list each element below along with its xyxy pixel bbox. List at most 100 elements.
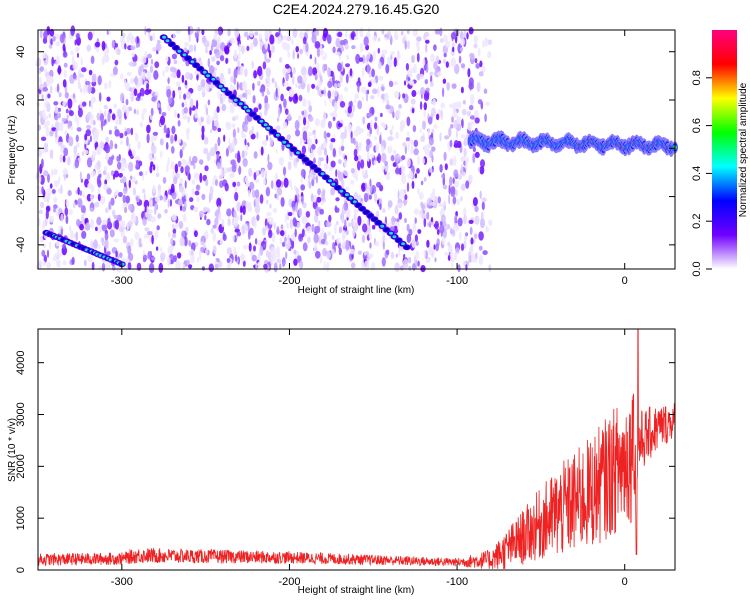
- heat-cell: [456, 116, 461, 124]
- heat-cell: [362, 116, 366, 125]
- heat-cell: [266, 87, 270, 95]
- heat-cell: [179, 178, 184, 184]
- heat-cell: [370, 119, 373, 129]
- heat-cell: [332, 148, 336, 158]
- heat-cell: [178, 184, 184, 193]
- heat-cell: [439, 38, 444, 43]
- heat-cell: [459, 231, 462, 241]
- heat-cell: [115, 250, 118, 258]
- heat-cell: [419, 128, 422, 134]
- heat-cell: [57, 107, 61, 112]
- trace-mid: [310, 164, 317, 169]
- heat-cell: [62, 79, 67, 88]
- heat-cell: [395, 253, 398, 258]
- heat-cell: [164, 209, 168, 214]
- heat-cell: [285, 71, 289, 82]
- heat-cell: [289, 218, 293, 230]
- heat-cell: [298, 31, 305, 40]
- heat-cell: [178, 220, 184, 229]
- heat-cell: [146, 133, 150, 144]
- heat-cell: [201, 29, 205, 36]
- heat-cell: [167, 77, 170, 84]
- heat-cell: [395, 167, 400, 175]
- heat-cell: [357, 77, 361, 83]
- colorbar-ticks: 0.0 0.2 0.4 0.6 0.8: [691, 70, 712, 277]
- heat-cell: [85, 129, 92, 137]
- heat-cell: [293, 258, 298, 266]
- heat-cell: [276, 117, 280, 122]
- heat-cell: [444, 163, 448, 171]
- heat-cell: [406, 223, 410, 232]
- trace-core: [282, 140, 287, 144]
- heat-cell: [266, 211, 272, 217]
- heat-cell: [257, 80, 261, 87]
- heat-cell: [211, 56, 216, 62]
- heat-cell: [456, 198, 461, 206]
- heat-cell: [406, 29, 410, 35]
- heat-cell: [392, 111, 395, 119]
- heat-cell: [359, 42, 364, 53]
- heat-cell: [131, 51, 135, 58]
- heat-cell: [46, 187, 52, 197]
- heat-cell: [380, 121, 385, 127]
- heat-cell: [125, 98, 129, 106]
- heat-cell: [102, 240, 105, 246]
- heat-cell: [337, 169, 341, 179]
- heat-cell: [313, 29, 320, 37]
- heat-cell: [293, 249, 297, 255]
- heat-cell: [392, 162, 397, 168]
- heat-cell: [167, 95, 173, 105]
- heat-cell: [148, 262, 155, 274]
- heat-cell: [297, 75, 303, 84]
- heat-cell: [475, 252, 478, 259]
- heat-cell: [205, 179, 209, 187]
- heat-cell: [146, 124, 151, 134]
- heat-cell: [50, 38, 53, 46]
- heat-cell: [402, 142, 407, 147]
- heat-cell: [38, 148, 43, 157]
- heat-cell: [295, 202, 298, 213]
- heat-cell: [236, 181, 241, 187]
- heat-cell: [231, 141, 235, 149]
- heat-cell: [238, 165, 242, 175]
- heat-cell: [106, 30, 109, 35]
- heat-cell: [427, 222, 430, 227]
- heat-cell: [348, 222, 352, 228]
- heat-cell: [387, 136, 393, 141]
- heat-cell: [133, 108, 137, 115]
- heat-cell: [96, 217, 102, 226]
- heat-cell: [361, 259, 365, 269]
- trace-mid: [314, 168, 321, 173]
- heat-cell: [265, 67, 271, 78]
- heat-cell: [88, 69, 93, 76]
- heat-cell: [55, 241, 60, 247]
- heat-cell: [411, 238, 416, 249]
- heat-cell: [292, 28, 298, 39]
- heat-cell: [406, 116, 411, 127]
- heat-cell: [391, 215, 396, 226]
- heat-cell: [66, 114, 69, 120]
- heat-cell: [169, 66, 176, 73]
- heat-cell: [214, 178, 218, 187]
- heat-cell: [52, 35, 56, 42]
- heat-cell: [224, 182, 229, 192]
- heat-cell: [439, 224, 445, 234]
- heat-cell: [324, 99, 327, 107]
- heat-cell: [217, 260, 223, 268]
- heat-cell: [172, 228, 177, 234]
- heat-cell: [344, 219, 347, 229]
- heat-cell: [98, 92, 102, 102]
- heat-cell: [92, 132, 98, 143]
- heat-cell: [82, 192, 85, 198]
- heat-cell: [177, 86, 182, 91]
- heat-cell: [353, 192, 359, 201]
- trace-mid: [278, 136, 285, 141]
- heat-cell: [487, 39, 493, 45]
- heat-cell: [201, 132, 205, 141]
- heat-cell: [412, 125, 417, 133]
- heat-cell: [241, 80, 247, 91]
- heat-cell: [361, 67, 365, 78]
- heat-cell: [201, 125, 205, 134]
- heat-cell: [247, 189, 251, 198]
- x-tick-label: -100: [446, 576, 468, 588]
